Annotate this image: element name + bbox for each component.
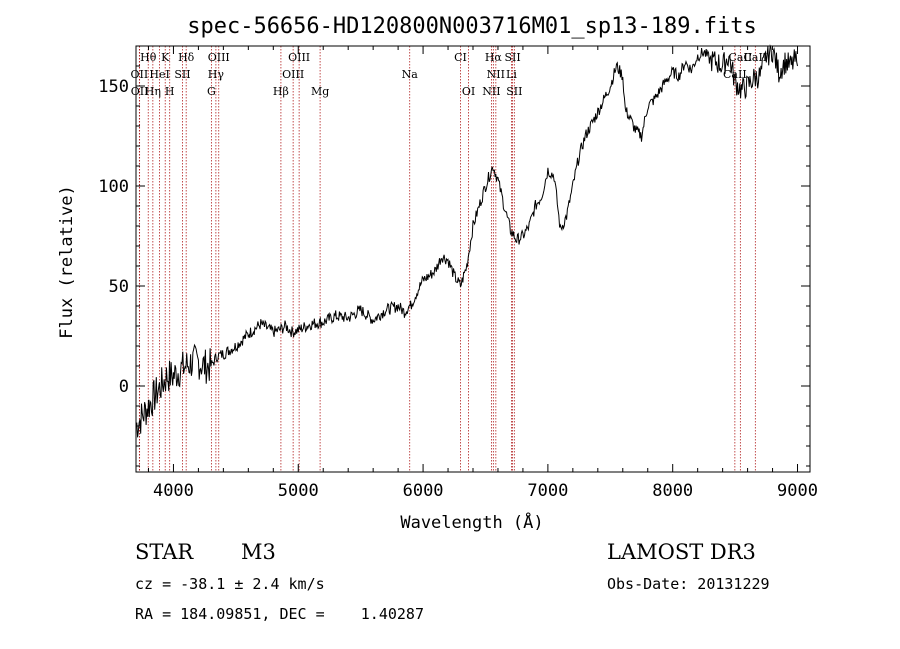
x-tick-label: 5000	[278, 481, 319, 501]
x-axis-title: Wavelength (Å)	[400, 511, 543, 533]
x-tick-label: 6000	[403, 481, 444, 501]
y-axis-title: Flux (relative)	[57, 185, 77, 339]
line-marker-label: CI	[454, 51, 467, 64]
line-marker-label: Hα	[485, 51, 503, 64]
line-marker-label: G	[207, 85, 216, 98]
line-marker-label: K	[161, 51, 170, 64]
line-marker-label: Hγ	[208, 68, 225, 81]
y-axis-ticks: 0 50 100 150	[98, 65, 810, 467]
line-marker-label: Hθ	[140, 51, 157, 64]
plot-frame	[135, 45, 811, 473]
x-tick-label: 7000	[527, 481, 568, 501]
chart-title: spec-56656-HD120800N003716M01_sp13-189.f…	[187, 14, 757, 39]
y-tick-label: 0	[119, 377, 129, 397]
x-tick-label: 4000	[153, 481, 194, 501]
line-marker-label: HeI	[149, 68, 169, 81]
spectral-line-markers	[138, 46, 756, 472]
object-class: STAR	[135, 540, 194, 564]
line-marker-label: Na	[402, 68, 419, 81]
line-marker-label: Hβ	[273, 85, 289, 98]
line-marker-label: OIII	[288, 51, 310, 64]
y-tick-label: 100	[98, 177, 129, 197]
line-marker-label: H	[165, 85, 175, 98]
line-marker-label: NII	[487, 68, 505, 81]
y-tick-label: 50	[109, 277, 129, 297]
x-tick-label: 9000	[777, 481, 818, 501]
line-marker-label: CaII	[743, 51, 767, 64]
line-marker-label: NII	[482, 85, 500, 98]
spectrum-line	[135, 44, 798, 438]
x-axis-ticks: 4000 5000 6000 7000 8000 9000	[147, 46, 818, 501]
line-marker-label: SII	[506, 85, 522, 98]
line-marker-label: SII	[174, 68, 190, 81]
x-tick-label: 8000	[652, 481, 693, 501]
line-marker-label: OIII	[282, 68, 304, 81]
redshift-velocity: cz = -38.1 ± 2.4 km/s	[135, 575, 325, 593]
line-marker-label: OII	[131, 68, 149, 81]
line-marker-label: CaII	[729, 51, 753, 64]
coordinates: RA = 184.09851, DEC = 1.40287	[135, 605, 424, 623]
observation-date: Obs-Date: 20131229	[607, 575, 770, 593]
line-marker-label: OII	[131, 85, 149, 98]
line-marker-label: Mg	[311, 85, 329, 98]
line-marker-label: OI	[462, 85, 475, 98]
object-subclass: M3	[241, 540, 276, 564]
line-marker-label: SII	[504, 51, 520, 64]
line-marker-label: Hη	[145, 85, 161, 98]
survey-name: LAMOST DR3	[607, 540, 756, 564]
line-marker-label: Hδ	[178, 51, 195, 64]
line-marker-label: OIII	[208, 51, 230, 64]
line-marker-label: Li	[506, 68, 517, 81]
y-tick-label: 150	[98, 77, 129, 97]
